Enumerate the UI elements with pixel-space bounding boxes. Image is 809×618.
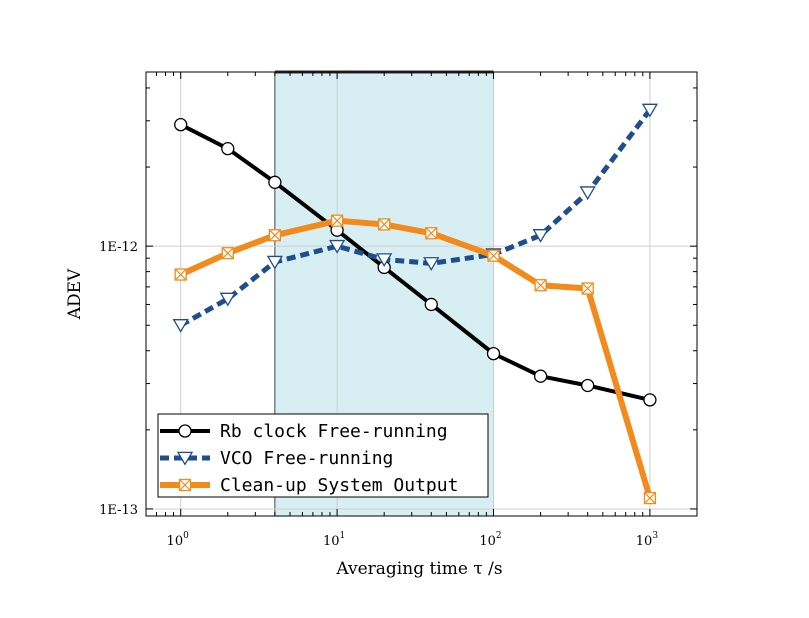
- series-2: [172, 103, 659, 333]
- series-3-point: [581, 282, 594, 295]
- series-1-line: [179, 122, 651, 402]
- x-axis-label: Averaging time τ /s: [335, 559, 502, 579]
- series-layer: [172, 103, 659, 505]
- series-3-point-cross-b: [581, 282, 594, 295]
- series-3-point: [487, 249, 500, 262]
- series-2-point: [423, 257, 440, 271]
- legend-box: [157, 413, 489, 498]
- legend-label-2: VCO Free-running: [220, 448, 393, 469]
- series-3-point-cross-b: [534, 279, 547, 292]
- x-tick-label: 101: [323, 531, 345, 549]
- series-2-point: [532, 229, 549, 243]
- series-2-point: [376, 253, 393, 268]
- series-1-point: [221, 142, 235, 156]
- x-tick-label: 102: [479, 531, 501, 549]
- tick-labels: 100 101 102 103 1E-13 1E-12: [99, 240, 658, 549]
- series-3-point-cross-b: [331, 214, 344, 227]
- series-1-point: [643, 393, 657, 407]
- series-3-point-cross-b: [425, 227, 438, 240]
- series-3-point-cross-b: [643, 492, 656, 504]
- series-3-line: [179, 217, 653, 499]
- legend: Rb clock Free-running VCO Free-running Cle…: [157, 413, 489, 498]
- series-3-point: [330, 214, 344, 227]
- series-3-point-cross-b: [378, 218, 391, 231]
- legend-label-3: Clean-up System Output: [220, 475, 458, 496]
- legend-marker-3-cross-b: [179, 479, 191, 491]
- legend-marker-1: [178, 424, 192, 438]
- legend-marker-3: [178, 478, 192, 492]
- y-axis-label: ADEV: [65, 268, 85, 320]
- series-1-point: [268, 175, 282, 189]
- series-3-point-cross-b: [268, 229, 281, 242]
- series-3-point: [174, 268, 187, 281]
- series-1-point: [424, 297, 438, 312]
- series-2-point: [219, 292, 236, 307]
- series-3-point: [268, 229, 282, 242]
- series-1-point: [533, 369, 548, 383]
- series-3-point: [643, 491, 657, 505]
- series-1-point: [486, 346, 501, 361]
- series-2-point: [266, 255, 284, 270]
- plot-frame: [145, 71, 698, 517]
- series-3: [174, 214, 657, 505]
- series-3-point: [534, 279, 547, 292]
- series-2-point: [579, 186, 596, 201]
- x-tick-label: 103: [636, 531, 659, 549]
- y-tick-label: 1E-13: [99, 503, 138, 518]
- x-tick-label: 100: [167, 531, 190, 549]
- y-tick-label: 1E-12: [99, 240, 138, 255]
- series-1-point: [581, 378, 595, 393]
- axis-ticks: [145, 72, 698, 516]
- series-3-point: [378, 218, 391, 231]
- legend-marker-2: [176, 451, 194, 466]
- series-3-point-cross-b: [221, 247, 234, 260]
- legend-label-1: Rb clock Free-running: [220, 421, 448, 442]
- series-3-point: [221, 247, 234, 260]
- series-3-point: [425, 227, 438, 240]
- series-3-point-cross-b: [487, 249, 500, 262]
- series-3-point-cross-b: [174, 268, 187, 281]
- series-1-point: [174, 118, 188, 132]
- series-2-point: [328, 239, 346, 254]
- series-2-point: [641, 103, 659, 118]
- series-2-point: [172, 319, 189, 333]
